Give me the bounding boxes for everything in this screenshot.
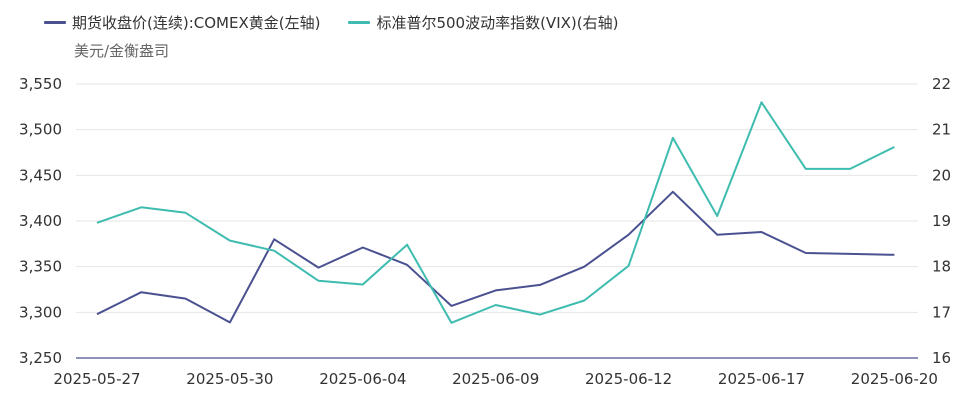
x-tick-label: 2025-06-20 bbox=[851, 370, 938, 388]
y-right-tick-label: 16 bbox=[932, 349, 951, 367]
chart-legend: 期货收盘价(连续):COMEX黄金(左轴) 标准普尔500波动率指数(VIX)(… bbox=[44, 10, 646, 34]
y-left-tick-label: 3,300 bbox=[19, 303, 62, 321]
legend-item-gold[interactable]: 期货收盘价(连续):COMEX黄金(左轴) bbox=[44, 12, 320, 33]
x-tick-label: 2025-06-12 bbox=[585, 370, 672, 388]
legend-item-vix[interactable]: 标准普尔500波动率指数(VIX)(右轴) bbox=[348, 12, 618, 33]
y-right-tick-label: 19 bbox=[932, 212, 951, 230]
y-right-tick-label: 17 bbox=[932, 303, 951, 321]
legend-label-vix: 标准普尔500波动率指数(VIX)(右轴) bbox=[376, 13, 619, 32]
legend-swatch-vix bbox=[348, 20, 371, 24]
y-right-tick-label: 22 bbox=[932, 75, 951, 93]
x-tick-label: 2025-05-27 bbox=[53, 370, 140, 388]
legend-label-gold: 期货收盘价(连续):COMEX黄金(左轴) bbox=[72, 13, 321, 32]
y-left-tick-label: 3,500 bbox=[19, 121, 62, 139]
y-left-tick-label: 3,400 bbox=[19, 212, 62, 230]
y-right-tick-label: 20 bbox=[932, 166, 951, 184]
x-tick-label: 2025-06-17 bbox=[718, 370, 805, 388]
left-axis-unit-label: 美元/金衡盎司 bbox=[74, 42, 170, 60]
x-tick-label: 2025-06-09 bbox=[452, 370, 539, 388]
y-left-tick-label: 3,250 bbox=[19, 349, 62, 367]
y-left-tick-label: 3,550 bbox=[19, 75, 62, 93]
y-left-tick-label: 3,350 bbox=[19, 258, 62, 276]
y-right-tick-label: 21 bbox=[932, 121, 951, 139]
x-tick-label: 2025-06-04 bbox=[319, 370, 406, 388]
y-right-tick-label: 18 bbox=[932, 258, 951, 276]
x-tick-label: 2025-05-30 bbox=[186, 370, 273, 388]
series-line-vix bbox=[96, 101, 895, 324]
legend-swatch-gold bbox=[44, 20, 66, 24]
y-left-tick-label: 3,450 bbox=[19, 166, 62, 184]
series-line-gold bbox=[96, 190, 895, 324]
